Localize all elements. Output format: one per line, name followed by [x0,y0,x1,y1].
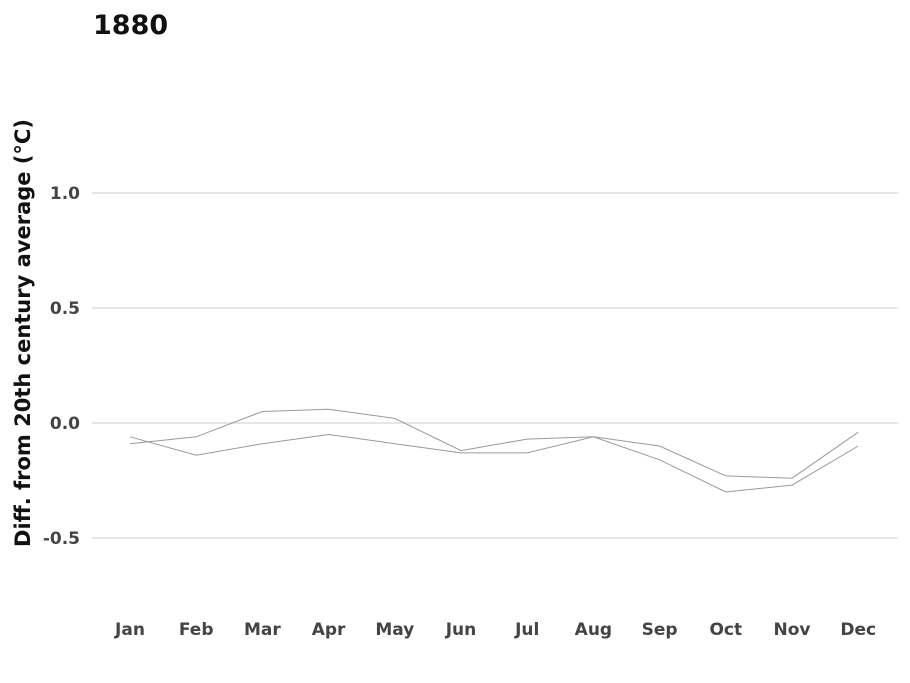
gridlines [92,192,898,539]
x-tick-label: Dec [840,620,876,640]
x-tick-label: Feb [179,620,214,640]
x-axis-ticks: Jan Feb Mar Apr May Jun Jul Aug Sep Oct Nov Dec [114,620,876,640]
chart-title: 1880 [93,10,168,41]
series-line-2 [129,433,859,493]
y-tick-label: 0.5 [50,299,80,319]
x-tick-label: Oct [709,620,742,640]
y-tick-label: 0.0 [50,414,80,434]
x-tick-label: May [375,620,414,640]
x-tick-label: Sep [642,620,678,640]
y-tick-label: 1.0 [50,184,80,204]
series-line-1 [129,408,859,479]
y-axis-ticks: 1.0 0.5 0.0 -0.5 [43,184,80,549]
x-tick-label: Mar [244,620,281,640]
x-tick-label: Jun [445,620,477,640]
y-axis-label: Diff. from 20th century average (°C) [11,119,35,547]
y-tick-label: -0.5 [43,529,80,549]
x-tick-label: Nov [774,620,811,640]
series-lines [129,408,859,493]
x-tick-label: Aug [575,620,612,640]
x-tick-label: Jul [514,620,539,640]
x-tick-label: Jan [114,620,145,640]
x-tick-label: Apr [312,620,346,640]
